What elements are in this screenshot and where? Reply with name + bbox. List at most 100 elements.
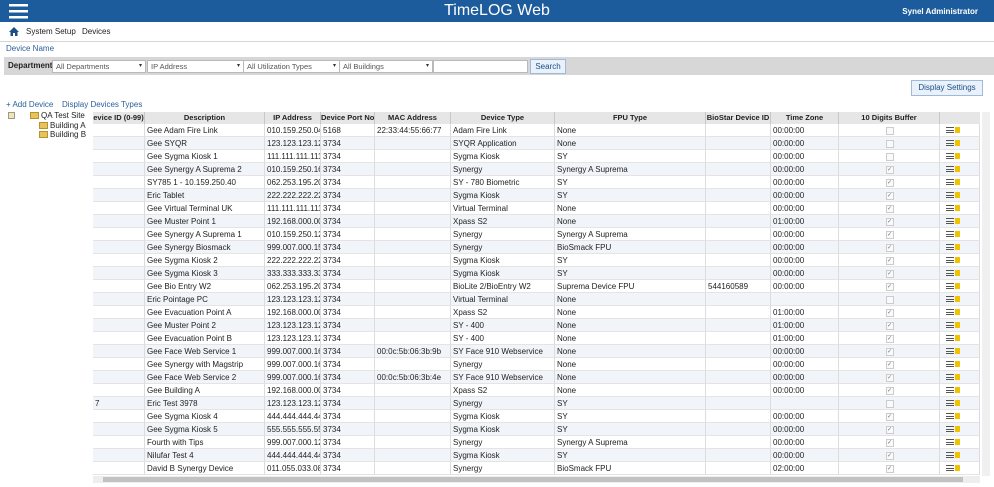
row-menu[interactable] xyxy=(946,179,956,186)
menu-arrow[interactable] xyxy=(955,387,960,393)
buildings-select[interactable]: All Buildings ▾ xyxy=(339,60,433,73)
checkbox[interactable]: ✓ xyxy=(885,426,894,434)
ip-select[interactable]: IP Address ▾ xyxy=(147,60,244,73)
utilization-select[interactable]: All Utilization Types ▾ xyxy=(243,60,340,73)
checkbox[interactable]: ✓ xyxy=(885,309,894,317)
row-menu[interactable] xyxy=(946,205,956,212)
menu-arrow[interactable] xyxy=(955,179,960,185)
tree-toggle[interactable] xyxy=(8,112,15,119)
row-menu[interactable] xyxy=(946,296,956,303)
display-settings-button[interactable]: Display Settings xyxy=(911,80,983,96)
row-menu[interactable] xyxy=(946,218,956,225)
menu-arrow[interactable] xyxy=(955,465,960,471)
menu-arrow[interactable] xyxy=(955,348,960,354)
menu-arrow[interactable] xyxy=(955,335,960,341)
tree-node[interactable]: Building B xyxy=(50,130,87,139)
menu-arrow[interactable] xyxy=(955,361,960,367)
row-menu[interactable] xyxy=(946,127,956,134)
checkbox[interactable] xyxy=(885,153,894,161)
row-menu[interactable] xyxy=(946,244,956,251)
v-scrollbar[interactable] xyxy=(982,112,990,476)
checkbox[interactable]: ✓ xyxy=(885,166,894,174)
row-menu[interactable] xyxy=(946,426,956,433)
menu-arrow[interactable] xyxy=(955,218,960,224)
checkbox[interactable]: ✓ xyxy=(885,218,894,226)
menu-arrow[interactable] xyxy=(955,153,960,159)
checkbox[interactable]: ✓ xyxy=(885,231,894,239)
row-menu[interactable] xyxy=(946,153,956,160)
menu-arrow[interactable] xyxy=(955,413,960,419)
menu-icon[interactable] xyxy=(9,3,29,19)
row-menu[interactable] xyxy=(946,465,956,472)
menu-arrow[interactable] xyxy=(955,426,960,432)
checkbox[interactable]: ✓ xyxy=(885,361,894,369)
row-menu[interactable] xyxy=(946,257,956,264)
menu-arrow[interactable] xyxy=(955,205,960,211)
add-device-link[interactable]: + Add Device xyxy=(6,100,54,109)
checkbox[interactable] xyxy=(885,127,894,135)
checkbox[interactable] xyxy=(885,296,894,304)
menu-arrow[interactable] xyxy=(955,166,960,172)
menu-arrow[interactable] xyxy=(955,192,960,198)
checkbox[interactable]: ✓ xyxy=(885,257,894,265)
device-types-link[interactable]: Display Devices Types xyxy=(62,100,143,109)
menu-arrow[interactable] xyxy=(955,309,960,315)
checkbox[interactable]: ✓ xyxy=(885,335,894,343)
row-menu[interactable] xyxy=(946,309,956,316)
row-menu[interactable] xyxy=(946,387,956,394)
menu-arrow[interactable] xyxy=(955,127,960,133)
tree-node[interactable]: Building A xyxy=(50,121,86,130)
row-menu[interactable] xyxy=(946,166,956,173)
menu-arrow[interactable] xyxy=(955,452,960,458)
checkbox[interactable]: ✓ xyxy=(885,244,894,252)
row-menu[interactable] xyxy=(946,413,956,420)
checkbox[interactable]: ✓ xyxy=(885,283,894,291)
checkbox[interactable]: ✓ xyxy=(885,270,894,278)
checkbox[interactable]: ✓ xyxy=(885,413,894,421)
checkbox[interactable]: ✓ xyxy=(885,374,894,382)
menu-arrow[interactable] xyxy=(955,283,960,289)
row-menu[interactable] xyxy=(946,322,956,329)
row-menu[interactable] xyxy=(946,361,956,368)
menu-arrow[interactable] xyxy=(955,296,960,302)
row-menu[interactable] xyxy=(946,335,956,342)
row-menu[interactable] xyxy=(946,439,956,446)
menu-arrow[interactable] xyxy=(955,244,960,250)
menu-arrow[interactable] xyxy=(955,439,960,445)
checkbox[interactable] xyxy=(885,400,894,408)
row-menu[interactable] xyxy=(946,192,956,199)
row-menu[interactable] xyxy=(946,283,956,290)
checkbox[interactable]: ✓ xyxy=(885,192,894,200)
menu-arrow[interactable] xyxy=(955,231,960,237)
checkbox[interactable]: ✓ xyxy=(885,465,894,473)
row-menu[interactable] xyxy=(946,140,956,147)
row-menu[interactable] xyxy=(946,452,956,459)
menu-arrow[interactable] xyxy=(955,374,960,380)
row-menu[interactable] xyxy=(946,231,956,238)
checkbox[interactable]: ✓ xyxy=(885,387,894,395)
breadcrumb-item[interactable]: Devices xyxy=(82,27,111,36)
checkbox[interactable]: ✓ xyxy=(885,205,894,213)
checkbox[interactable] xyxy=(885,140,894,148)
checkbox[interactable]: ✓ xyxy=(885,452,894,460)
search-input[interactable] xyxy=(433,60,528,73)
row-menu[interactable] xyxy=(946,270,956,277)
scrollbar[interactable] xyxy=(93,476,980,483)
menu-arrow[interactable] xyxy=(955,257,960,263)
checkbox[interactable]: ✓ xyxy=(885,179,894,187)
checkbox[interactable]: ✓ xyxy=(885,322,894,330)
row-menu[interactable] xyxy=(946,400,956,407)
checkbox[interactable]: ✓ xyxy=(885,348,894,356)
search-button[interactable]: Search xyxy=(530,59,566,74)
home-icon[interactable] xyxy=(9,27,19,36)
menu-arrow[interactable] xyxy=(955,140,960,146)
tree-node[interactable]: QA Test Site xyxy=(41,111,85,120)
breadcrumb-item[interactable]: System Setup xyxy=(26,27,76,36)
row-menu[interactable] xyxy=(946,374,956,381)
menu-arrow[interactable] xyxy=(955,400,960,406)
checkbox[interactable]: ✓ xyxy=(885,439,894,447)
department-select[interactable]: All Departments ▾ xyxy=(52,60,146,73)
menu-arrow[interactable] xyxy=(955,270,960,276)
user-name[interactable]: Synel Administrator xyxy=(902,7,978,16)
menu-arrow[interactable] xyxy=(955,322,960,328)
